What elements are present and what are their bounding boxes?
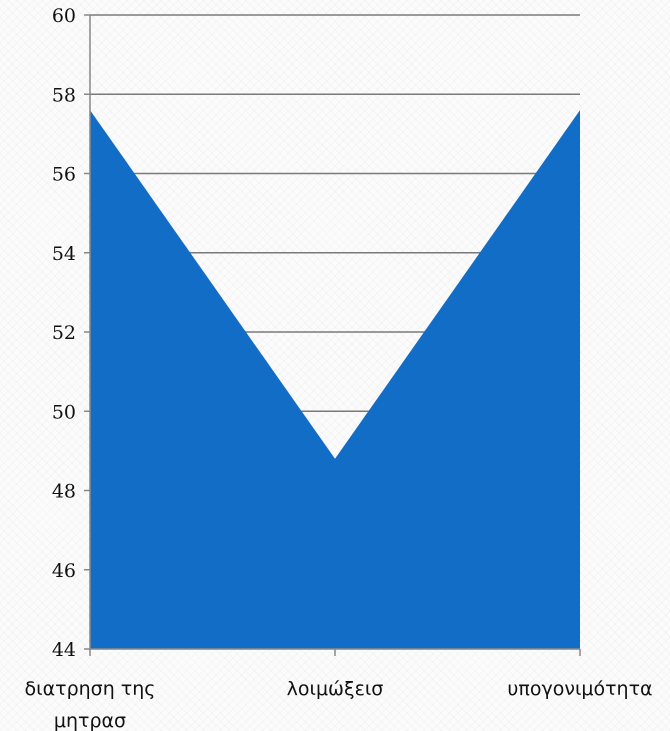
y-tick-label-58: 58	[52, 84, 76, 106]
x-tick-label-1: λοιμώξεισ	[287, 678, 384, 700]
y-tick-labels: 44 46 48 50 52 54 56 58 60	[52, 5, 76, 661]
series-area	[89, 110, 581, 650]
y-tick-label-60: 60	[52, 5, 76, 27]
y-tick-label-50: 50	[52, 401, 76, 423]
x-tick-labels: διατρηση της μητρασ λοιμώξεισ υπογονιμότητα	[25, 678, 653, 731]
x-tick-label-2: υπογονιμότητα	[507, 678, 652, 700]
y-tick-label-52: 52	[52, 322, 76, 344]
area-series	[90, 110, 580, 650]
y-tick-label-46: 46	[52, 560, 76, 582]
y-tick-label-56: 56	[52, 164, 76, 186]
x-tick-label-0: διατρηση της μητρασ	[25, 678, 156, 731]
y-tick-label-44: 44	[52, 639, 76, 661]
axes	[84, 14, 581, 656]
y-tick-label-48: 48	[52, 481, 76, 503]
y-tick-label-54: 54	[52, 243, 76, 265]
